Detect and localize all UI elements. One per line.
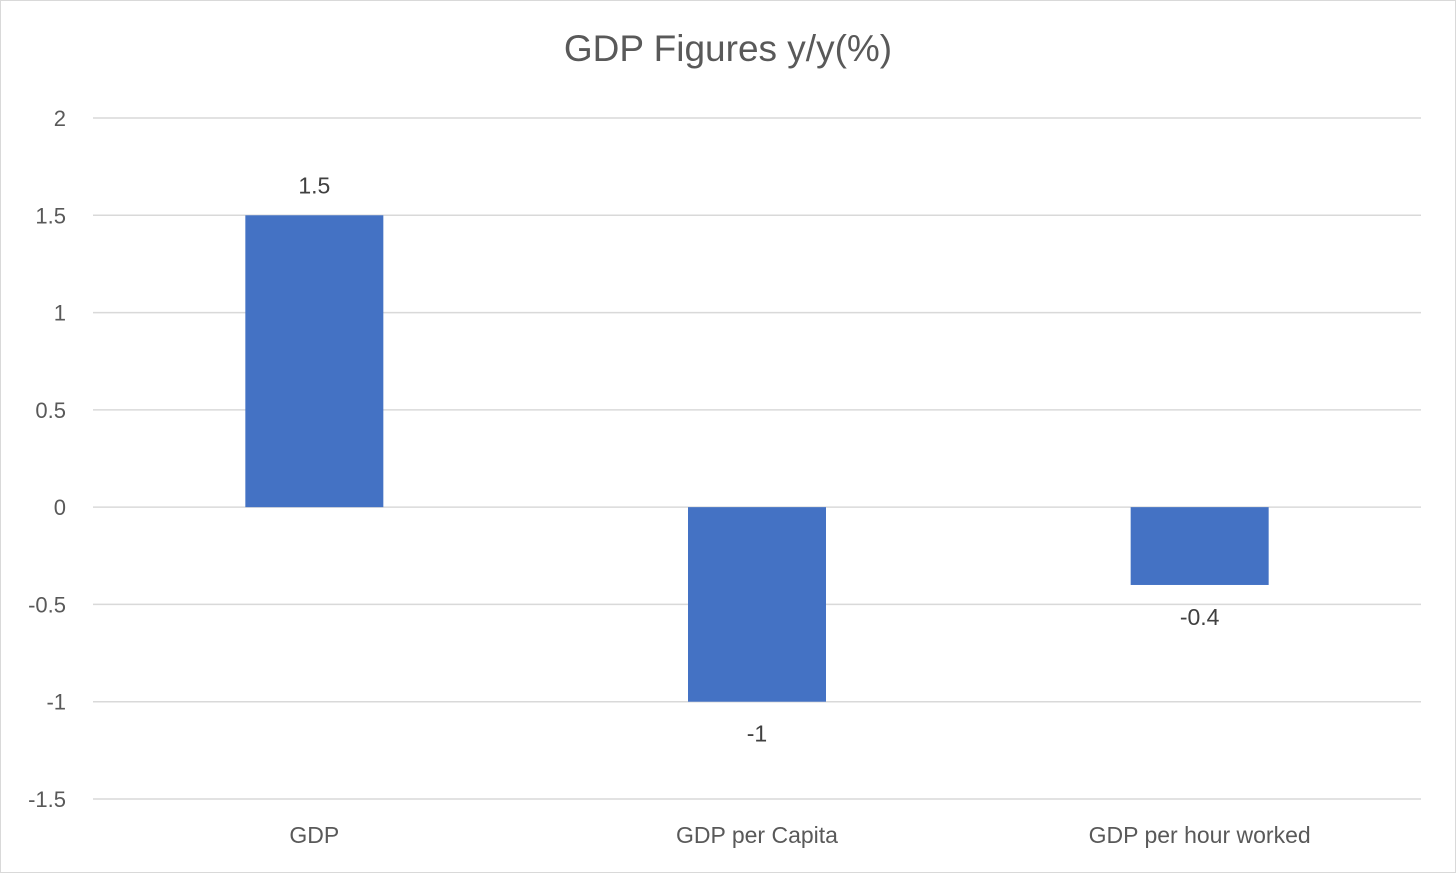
- y-tick-label: 0.5: [35, 398, 66, 423]
- chart-title: GDP Figures y/y(%): [563, 28, 893, 69]
- data-labels: 1.5 -1 -0.4: [298, 172, 1219, 746]
- y-tick-label: 1: [54, 301, 66, 326]
- x-category-label: GDP: [289, 822, 339, 848]
- y-axis-ticks: 2 1.5 1 0.5 0 -0.5 -1 -1.5: [28, 106, 66, 812]
- y-tick-label: 2: [54, 106, 66, 131]
- bar-gdp-per-capita: [688, 507, 826, 702]
- x-category-label: GDP per hour worked: [1089, 822, 1311, 848]
- bars: [245, 215, 1269, 702]
- y-tick-label: 1.5: [35, 203, 66, 228]
- x-axis-categories: GDP GDP per Capita GDP per hour worked: [289, 822, 1310, 848]
- x-category-label: GDP per Capita: [676, 822, 838, 848]
- y-tick-label: -0.5: [28, 592, 66, 617]
- data-label: -1: [747, 721, 767, 747]
- data-label: 1.5: [298, 172, 330, 198]
- y-tick-label: 0: [54, 495, 66, 520]
- y-tick-label: -1: [46, 690, 66, 715]
- y-tick-label: -1.5: [28, 787, 66, 812]
- data-label: -0.4: [1180, 604, 1220, 630]
- bar-gdp-per-hour-worked: [1130, 507, 1269, 585]
- bar-gdp: [245, 215, 384, 508]
